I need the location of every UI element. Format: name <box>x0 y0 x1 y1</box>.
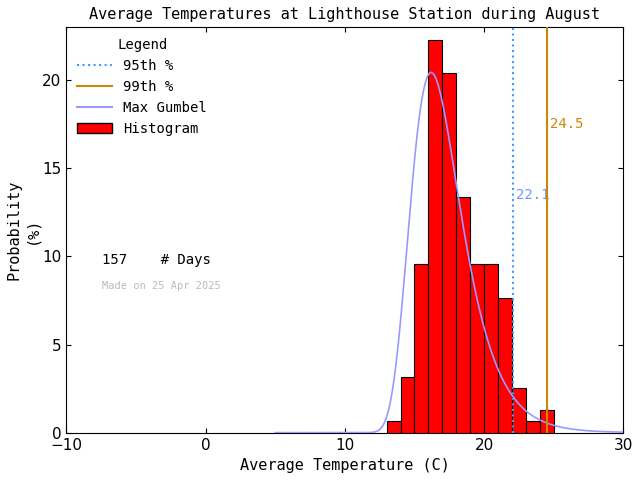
Bar <box>456 197 470 432</box>
Text: 24.5: 24.5 <box>550 117 583 131</box>
Bar <box>526 421 540 432</box>
Text: 22.1: 22.1 <box>516 188 550 202</box>
Bar <box>401 377 415 432</box>
Bar <box>442 73 456 432</box>
Text: 157    # Days: 157 # Days <box>102 253 211 267</box>
Bar <box>415 264 428 432</box>
X-axis label: Average Temperature (C): Average Temperature (C) <box>240 458 450 473</box>
Bar <box>498 298 512 432</box>
Bar <box>387 421 401 432</box>
Bar <box>470 264 484 432</box>
Bar <box>512 388 526 432</box>
Legend: 95th %, 99th %, Max Gumbel, Histogram: 95th %, 99th %, Max Gumbel, Histogram <box>73 34 211 140</box>
Bar <box>540 410 554 432</box>
Bar <box>428 40 442 432</box>
Text: Made on 25 Apr 2025: Made on 25 Apr 2025 <box>102 281 221 291</box>
Bar <box>484 264 498 432</box>
Title: Average Temperatures at Lighthouse Station during August: Average Temperatures at Lighthouse Stati… <box>90 7 600 22</box>
Y-axis label: Probability
(%): Probability (%) <box>7 180 39 280</box>
